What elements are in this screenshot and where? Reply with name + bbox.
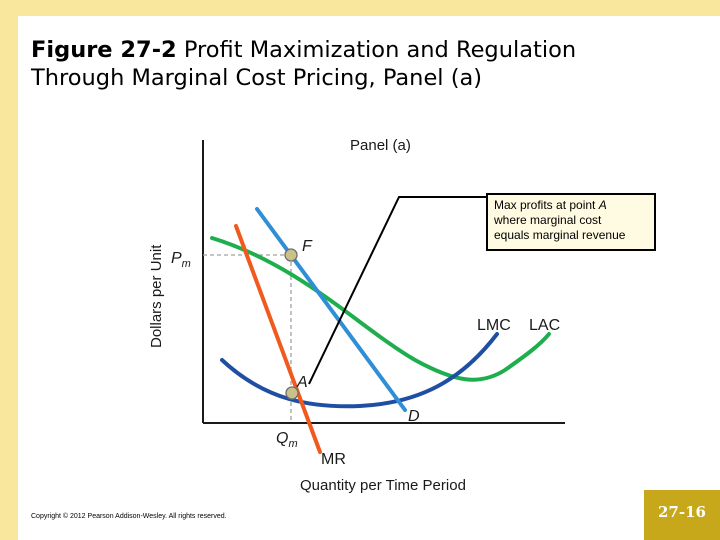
lmc-curve [220, 332, 499, 409]
title-text-line2: Through Marginal Cost Pricing, Panel (a) [31, 65, 483, 91]
panel-label: Panel (a) [350, 137, 411, 154]
title-figure-number: Figure 27-2 [31, 37, 177, 63]
demand-curve [255, 207, 407, 412]
x-axis-label: Quantity per Time Period [300, 477, 466, 494]
y-axis-label: Dollars per Unit [148, 244, 165, 348]
top-decor-bar [0, 0, 720, 16]
callout-text-line3: equals marginal revenue [494, 228, 626, 242]
callout-connector [308, 196, 486, 385]
page-number-badge: 27-16 [644, 490, 720, 540]
point-a-label: A [296, 374, 308, 391]
mr-label: MR [321, 451, 346, 468]
point-f-marker [284, 248, 298, 262]
left-decor-bar [0, 16, 18, 540]
lac-curve [210, 236, 551, 382]
lmc-label: LMC [477, 317, 511, 334]
point-f-label: F [302, 238, 313, 255]
title-text-line1: Profit Maximization and Regulation [183, 37, 577, 63]
slide-title: Figure 27-2 Profit Maximization and Regu… [31, 36, 691, 92]
lac-label: LAC [529, 317, 560, 334]
point-a-marker [285, 386, 299, 400]
mr-curve [234, 224, 322, 454]
callout-point: A [598, 198, 607, 212]
callout-box: Max profits at point A where marginal co… [486, 193, 656, 251]
quantity-label: Qm [276, 430, 298, 450]
demand-label: D [408, 408, 420, 425]
callout-text-line1: Max profits at point [494, 198, 599, 212]
callout-text-line2: where marginal cost [494, 213, 602, 227]
copyright-notice: Copyright © 2012 Pearson Addison-Wesley.… [31, 513, 227, 520]
price-label: Pm [171, 250, 191, 270]
